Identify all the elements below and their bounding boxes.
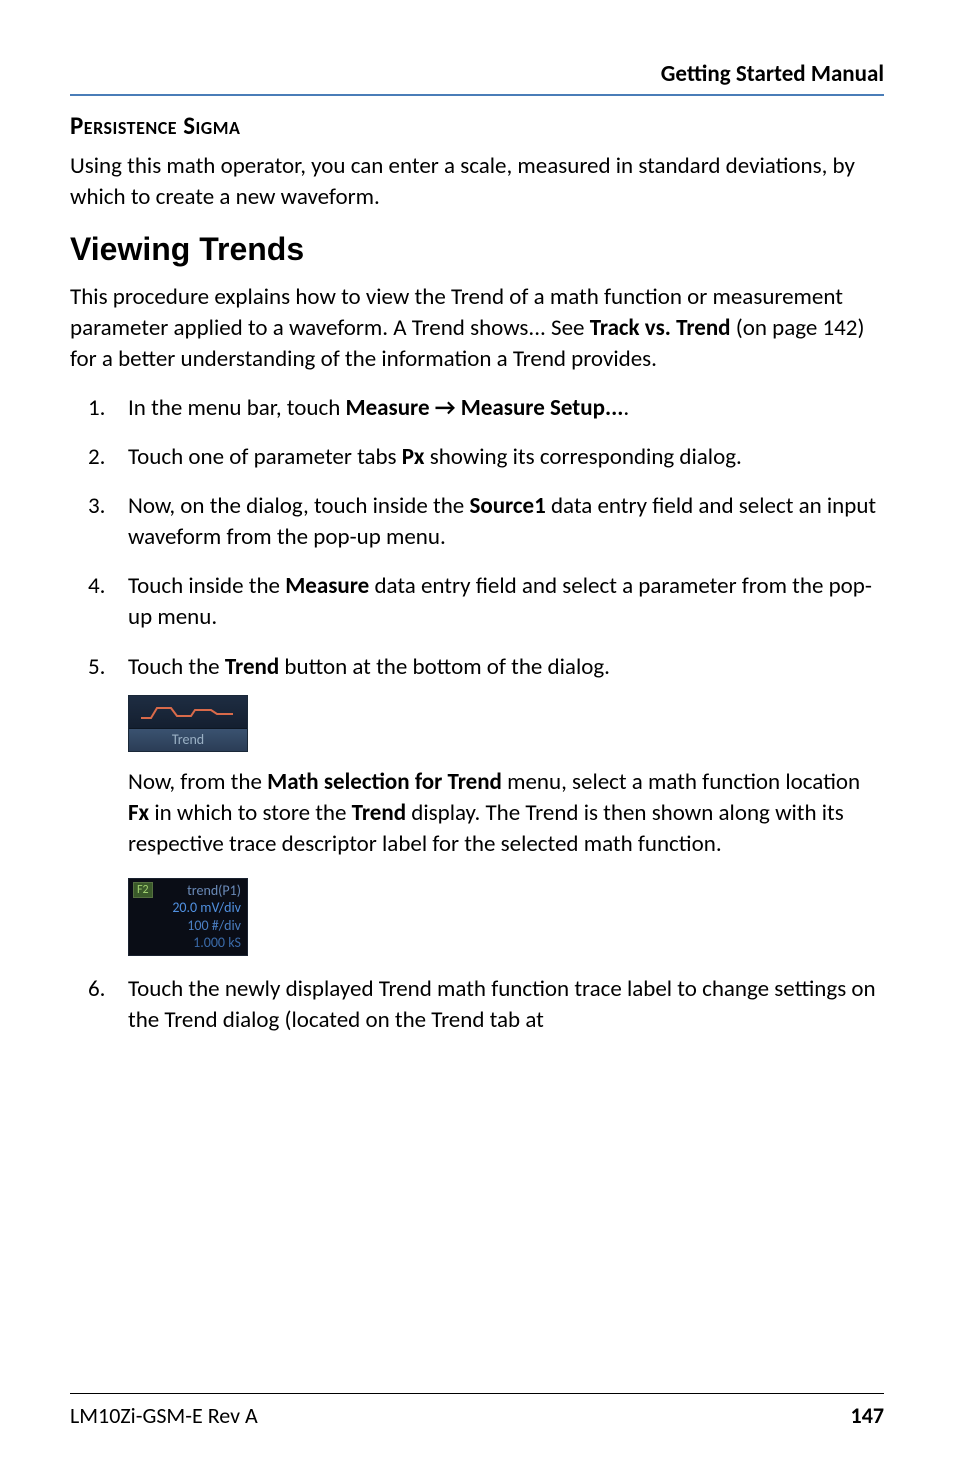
step-1-prefix: In the menu bar, touch: [128, 394, 345, 422]
header-rule: [70, 94, 884, 96]
step-4-prefix: Touch inside the: [128, 572, 285, 600]
step-5-prefix: Touch the: [128, 653, 225, 681]
document-page: Getting Started Manual Persistence Sigma…: [0, 0, 954, 1475]
trace-label-figure: F2 trend(P1) 20.0 mV/div 100 #/div 1.000…: [128, 878, 884, 957]
trace-descriptor-label[interactable]: F2 trend(P1) 20.0 mV/div 100 #/div 1.000…: [128, 878, 248, 956]
step-1-strong: Measure → Measure Setup...: [345, 394, 623, 422]
trend-waveform-icon: [129, 696, 247, 729]
s5-after-e: in which to store the: [149, 799, 352, 827]
step-1: In the menu bar, touch Measure → Measure…: [70, 393, 884, 424]
s5-after-b: Math selection for Trend: [267, 768, 502, 796]
trace-line-2: 20.0 mV/div: [172, 899, 241, 916]
s5-after-c: menu, select a math function location: [502, 768, 860, 796]
step-3-prefix: Now, on the dialog, touch inside the: [128, 492, 469, 520]
trend-button-figure: Trend: [128, 695, 884, 753]
trend-button[interactable]: Trend: [128, 695, 248, 752]
s5-after-d: Fx: [128, 799, 149, 827]
step-2-strong: Px: [402, 443, 425, 471]
footer-doc-id: LM10Zi-GSM-E Rev A: [70, 1402, 258, 1429]
paragraph-persistence: Using this math operator, you can enter …: [70, 151, 884, 213]
s5-after-f: Trend: [352, 799, 406, 827]
step-2-prefix: Touch one of parameter tabs: [128, 443, 402, 471]
step-5: Touch the Trend button at the bottom of …: [70, 652, 884, 957]
trace-line-3: 100 #/div: [187, 917, 241, 934]
trace-line-1: trend(P1): [187, 882, 241, 899]
step-6: Touch the newly displayed Trend math fun…: [70, 974, 884, 1036]
step-2-suffix: showing its corresponding dialog.: [425, 443, 742, 471]
page-header: Getting Started Manual: [70, 60, 884, 88]
trace-line-4: 1.000 kS: [193, 934, 241, 951]
step-4-strong: Measure: [285, 572, 369, 600]
footer-rule: [70, 1393, 884, 1394]
steps-list: In the menu bar, touch Measure → Measure…: [70, 393, 884, 1036]
section-heading-persistence: Persistence Sigma: [70, 110, 884, 141]
step-6-text: Touch the newly displayed Trend math fun…: [128, 975, 876, 1034]
step-5-strong: Trend: [225, 653, 279, 681]
trace-badge-f2: F2: [133, 882, 153, 898]
trend-button-label: Trend: [129, 729, 247, 751]
footer-row: LM10Zi-GSM-E Rev A 147: [70, 1402, 884, 1429]
step-3: Now, on the dialog, touch inside the Sou…: [70, 491, 884, 553]
step-5-after-paragraph: Now, from the Math selection for Trend m…: [128, 767, 884, 860]
intro-strong: Track vs. Trend: [590, 314, 731, 342]
footer-page-number: 147: [851, 1402, 884, 1429]
paragraph-trends-intro: This procedure explains how to view the …: [70, 282, 884, 375]
step-1-suffix: .: [623, 394, 629, 422]
step-5-suffix: button at the bottom of the dialog.: [279, 653, 610, 681]
step-4: Touch inside the Measure data entry fiel…: [70, 571, 884, 633]
page-footer: LM10Zi-GSM-E Rev A 147: [70, 1393, 884, 1429]
step-2: Touch one of parameter tabs Px showing i…: [70, 442, 884, 473]
section-heading-trends: Viewing Trends: [70, 231, 884, 268]
s5-after-a: Now, from the: [128, 768, 267, 796]
step-3-strong: Source1: [469, 492, 545, 520]
